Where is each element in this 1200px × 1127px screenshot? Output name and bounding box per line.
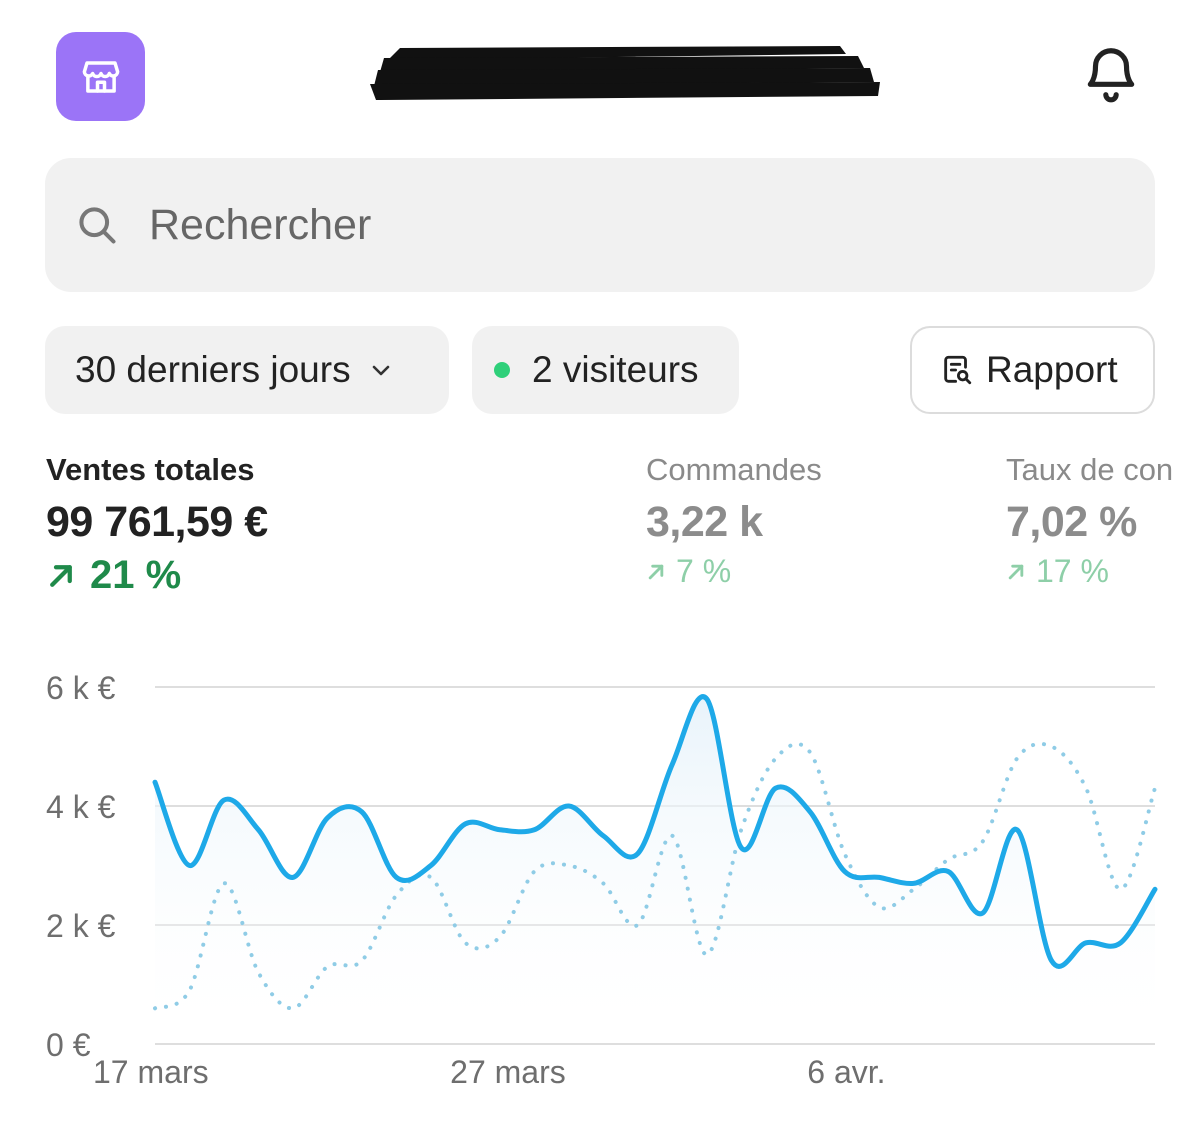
metric-total-sales[interactable]: Ventes totales 99 761,59 € 21 %	[46, 452, 268, 598]
metric-delta: 17 %	[1006, 553, 1173, 590]
metric-value: 3,22 k	[646, 498, 763, 546]
series-line-previous-period	[153, 741, 1157, 1011]
metric-delta-value: 21 %	[90, 553, 182, 597]
live-visitors-button[interactable]: 2 visiteurs	[472, 326, 739, 414]
report-icon	[944, 355, 972, 385]
x-tick-label: 17 mars	[93, 1054, 209, 1090]
store-button[interactable]	[56, 32, 145, 121]
y-tick-label: 4 k €	[46, 789, 116, 825]
sales-chart: 0 € 2 k € 4 k € 6 k € 17 mars 27 mars 6 avr.	[46, 670, 1158, 1090]
report-button[interactable]: Rapport	[910, 326, 1155, 414]
x-tick-label: 27 mars	[450, 1054, 566, 1090]
metric-label: Ventes totales	[46, 452, 255, 487]
chevron-down-icon	[372, 365, 389, 376]
metric-delta: 21 %	[46, 553, 268, 598]
y-tick-label: 0 €	[46, 1027, 91, 1063]
x-tick-label: 6 avr.	[807, 1054, 885, 1090]
metric-label: Commandes	[646, 452, 822, 487]
visitors-label: 2 visiteurs	[532, 349, 699, 390]
metric-value: 99 761,59 €	[46, 498, 268, 546]
metric-label: Taux de con	[1006, 452, 1174, 487]
metric-value: 7,02 %	[1006, 498, 1137, 546]
period-label: 30 derniers jours	[75, 349, 351, 390]
metric-delta-value: 17 %	[1036, 553, 1109, 589]
redacted-store-name	[370, 46, 880, 100]
metric-delta: 7 %	[646, 553, 822, 590]
filter-row: 30 derniers jours 2 visiteurs Rapport	[0, 326, 1200, 416]
y-tick-label: 6 k €	[46, 670, 116, 706]
series-line-current-period	[152, 694, 1158, 969]
live-status-dot	[494, 362, 510, 378]
search-input[interactable]	[149, 200, 1049, 250]
report-label: Rapport	[986, 349, 1118, 390]
top-bar	[0, 0, 1200, 150]
period-selector[interactable]: 30 derniers jours	[45, 326, 449, 414]
series-area-fill	[155, 696, 1155, 1044]
store-icon	[82, 60, 119, 93]
bell-icon[interactable]	[1080, 42, 1142, 106]
arrow-up-right-icon	[648, 564, 664, 579]
metric-delta-value: 7 %	[676, 553, 732, 589]
arrow-up-right-icon	[1008, 564, 1024, 579]
arrow-up-right-icon	[50, 564, 72, 587]
metric-orders[interactable]: Commandes 3,22 k 7 %	[646, 452, 822, 590]
search-icon	[79, 207, 116, 244]
y-tick-label: 2 k €	[46, 908, 116, 944]
metric-conversion-rate[interactable]: Taux de con 7,02 % 17 %	[1006, 452, 1173, 590]
search-bar[interactable]	[45, 158, 1155, 292]
